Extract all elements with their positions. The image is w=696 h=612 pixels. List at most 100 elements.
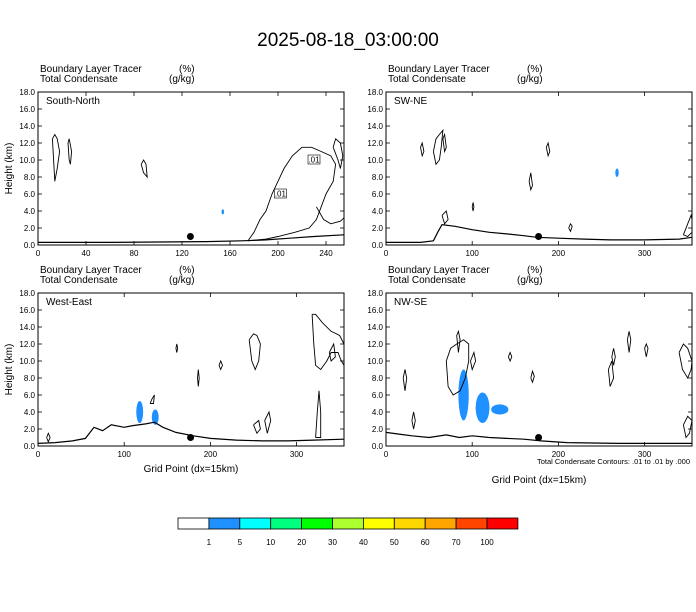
colorbar-swatch <box>208 517 241 530</box>
tracer-contour <box>568 222 573 233</box>
header-condensate: Total Condensate <box>40 275 118 286</box>
location-marker <box>535 233 543 240</box>
tracer-contour <box>140 159 148 179</box>
header-tracer-unit: (%) <box>527 265 543 276</box>
y-tick-label: 0.0 <box>372 442 384 451</box>
tracer-contour <box>149 394 155 404</box>
tracer-contour <box>682 415 692 439</box>
colorbar-swatch <box>301 517 333 530</box>
y-tick-label: 12.0 <box>19 139 35 148</box>
y-tick-label: 8.0 <box>372 374 384 383</box>
x-tick-label: 100 <box>466 450 480 459</box>
header-tracer: Boundary Layer Tracer <box>40 265 142 276</box>
y-tick-label: 8.0 <box>24 374 36 383</box>
y-tick-label: 2.0 <box>372 425 384 434</box>
colorbar-label: 20 <box>297 538 306 547</box>
panel-label: SW-NE <box>394 96 427 107</box>
tracer-contour <box>545 141 551 158</box>
colorbar-label: 50 <box>390 538 399 547</box>
header-condensate: Total Condensate <box>388 74 466 85</box>
contour-label-box <box>307 154 321 165</box>
x-axis-label: Grid Point (dx=15km) <box>492 475 587 486</box>
y-tick-label: 12.0 <box>367 139 383 148</box>
x-tick-label: 0 <box>384 450 389 459</box>
y-tick-label: 2.0 <box>372 224 384 233</box>
x-tick-label: 40 <box>82 249 91 258</box>
panel-label: West-East <box>46 297 92 308</box>
y-tick-label: 4.0 <box>372 207 384 216</box>
colorbar-swatch <box>362 517 395 530</box>
header-condensate-unit: (g/kg) <box>517 74 543 85</box>
y-tick-label: 12.0 <box>19 340 35 349</box>
condensate-blob <box>151 409 159 425</box>
x-tick-label: 300 <box>638 249 652 258</box>
y-tick-label: 14.0 <box>367 323 383 332</box>
y-tick-label: 2.0 <box>24 224 36 233</box>
tracer-contour <box>445 339 470 396</box>
tracer-contour <box>442 132 447 154</box>
colorbar-swatch <box>177 517 210 530</box>
plot-area <box>386 329 692 444</box>
terrain-line <box>38 421 344 444</box>
colorbar: 1 5 10 20 30 40 50 60 70 100 <box>177 517 519 547</box>
header-tracer-unit: (%) <box>179 265 195 276</box>
colorbar-swatch <box>486 517 519 530</box>
colorbar-label: 30 <box>328 538 337 547</box>
y-tick-label: 6.0 <box>24 391 36 400</box>
y-tick-label: 10.0 <box>19 357 35 366</box>
y-tick-label: 16.0 <box>19 105 35 114</box>
colorbar-swatch <box>424 517 457 530</box>
y-tick-label: 4.0 <box>24 408 36 417</box>
condensate-blob <box>458 369 469 421</box>
y-tick-label: 16.0 <box>19 306 35 315</box>
x-tick-label: 0 <box>36 450 41 459</box>
plot-area <box>38 313 344 444</box>
x-tick-label: 160 <box>223 249 237 258</box>
location-marker <box>187 434 195 441</box>
header-condensate-unit: (g/kg) <box>169 74 195 85</box>
y-tick-label: 18.0 <box>19 289 35 298</box>
contour-label: .01 <box>275 190 287 199</box>
x-tick-label: 200 <box>552 450 566 459</box>
condensate-blob <box>221 209 224 215</box>
tracer-contour <box>528 172 533 192</box>
panel-frame <box>37 91 345 246</box>
y-tick-label: 18.0 <box>367 88 383 97</box>
y-tick-label: 2.0 <box>24 425 36 434</box>
panel-frame <box>385 91 693 246</box>
x-tick-label: 120 <box>175 249 189 258</box>
tracer-contour <box>316 206 344 225</box>
tracer-contour <box>218 359 223 371</box>
tracer-contour <box>175 343 179 353</box>
tracer-contour <box>197 369 200 387</box>
y-tick-label: 6.0 <box>372 391 384 400</box>
tracer-contour <box>644 342 649 357</box>
tracer-contour <box>432 128 444 166</box>
tracer-contour <box>441 210 449 225</box>
panel-frame <box>37 292 345 447</box>
x-tick-label: 300 <box>638 450 652 459</box>
x-tick-label: 200 <box>552 249 566 258</box>
tracer-contour <box>607 360 615 387</box>
tracer-contour <box>420 141 425 158</box>
y-tick-label: 0.0 <box>372 241 384 250</box>
contour-label-box <box>274 188 287 199</box>
y-tick-label: 14.0 <box>19 323 35 332</box>
y-tick-label: 4.0 <box>24 207 36 216</box>
tracer-contour <box>411 411 416 430</box>
condensate-blob <box>475 392 490 424</box>
y-tick-label: 6.0 <box>372 190 384 199</box>
y-tick-label: 6.0 <box>24 190 36 199</box>
tracer-contour <box>264 410 272 434</box>
colorbar-label: 10 <box>266 538 275 547</box>
header-tracer: Boundary Layer Tracer <box>40 64 142 75</box>
x-axis-label: Grid Point (dx=15km) <box>144 464 239 475</box>
colorbar-label: 40 <box>359 538 368 547</box>
header-tracer: Boundary Layer Tracer <box>388 64 490 75</box>
tracer-contour <box>311 313 344 371</box>
tracer-contour <box>530 369 535 384</box>
y-axis-label: Height (km) <box>4 143 15 195</box>
